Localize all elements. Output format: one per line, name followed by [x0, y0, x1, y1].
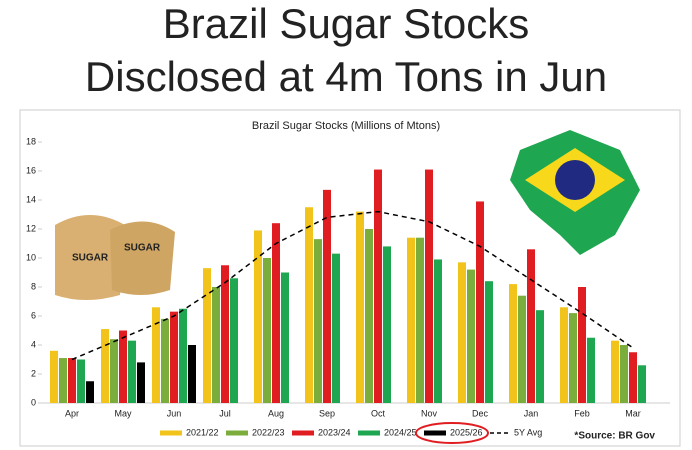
x-tick-label: Oct — [371, 408, 386, 418]
y-tick-label: 18 — [26, 136, 36, 146]
bar — [374, 169, 382, 403]
x-tick-label: Dec — [472, 408, 489, 418]
bar — [518, 295, 526, 403]
y-tick-label: 10 — [26, 252, 36, 262]
bar — [281, 272, 289, 403]
bar — [263, 258, 271, 403]
y-tick-label: 4 — [31, 339, 36, 349]
bar — [434, 259, 442, 403]
x-tick-label: Mar — [625, 408, 641, 418]
bar — [458, 262, 466, 403]
chart-title: Brazil Sugar Stocks (Millions of Mtons) — [252, 120, 440, 132]
bar — [620, 345, 628, 403]
x-tick-label: Apr — [65, 408, 79, 418]
bar — [323, 189, 331, 403]
bar — [314, 239, 322, 403]
bar — [68, 358, 76, 403]
headline: Disclosed at 4m Tons in Jun — [85, 53, 607, 100]
avg-line — [71, 210, 634, 361]
x-tick-label: Sep — [319, 408, 335, 418]
bar — [638, 365, 646, 403]
legend-label: 2025/26 — [450, 427, 483, 437]
y-tick-label: 0 — [31, 397, 36, 407]
bar — [305, 207, 313, 403]
legend-swatch — [292, 430, 314, 436]
bar — [416, 237, 424, 403]
legend-swatch — [424, 430, 446, 436]
bar — [212, 287, 220, 403]
y-tick-label: 8 — [31, 281, 36, 291]
legend-swatch — [226, 430, 248, 436]
bar — [560, 307, 568, 403]
bar — [50, 350, 58, 403]
bar — [101, 329, 109, 403]
bar — [86, 381, 94, 403]
bar — [254, 230, 262, 403]
bar — [59, 358, 67, 403]
bar — [476, 201, 484, 403]
bar — [170, 311, 178, 403]
bar — [161, 318, 169, 403]
bar — [509, 284, 517, 403]
legend-swatch — [358, 430, 380, 436]
svg-text:SUGAR: SUGAR — [124, 243, 161, 254]
legend-label: 2024/25 — [384, 427, 417, 437]
y-tick-label: 2 — [31, 368, 36, 378]
bar — [356, 211, 364, 403]
legend-swatch — [160, 430, 182, 436]
legend-label: 2023/24 — [318, 427, 351, 437]
bar — [365, 229, 373, 403]
bar — [383, 246, 391, 403]
bar — [110, 339, 118, 403]
x-tick-label: Jul — [219, 408, 231, 418]
bar — [152, 307, 160, 403]
legend-label: 2022/23 — [252, 427, 285, 437]
y-tick-label: 6 — [31, 310, 36, 320]
bar — [221, 265, 229, 403]
x-tick-label: Jan — [524, 408, 539, 418]
bar — [203, 268, 211, 403]
bar — [188, 345, 196, 403]
bar — [467, 269, 475, 403]
bar — [569, 313, 577, 403]
legend-label: 2021/22 — [186, 427, 219, 437]
brazil-flag — [510, 130, 640, 255]
legend-highlight — [415, 422, 489, 444]
bar — [485, 281, 493, 403]
bar — [578, 287, 586, 403]
bar — [230, 278, 238, 403]
bar — [272, 223, 280, 403]
headline: Brazil Sugar Stocks — [163, 0, 529, 47]
bar — [629, 352, 637, 403]
bar — [179, 308, 187, 403]
svg-text:SUGAR: SUGAR — [72, 253, 109, 264]
source: *Source: BR Gov — [574, 431, 655, 442]
y-tick-label: 16 — [26, 165, 36, 175]
bar — [407, 237, 415, 403]
y-tick-label: 14 — [26, 194, 36, 204]
legend-label: 5Y Avg — [514, 427, 542, 437]
bar — [527, 249, 535, 403]
x-tick-label: May — [114, 408, 132, 418]
bar — [587, 337, 595, 403]
bar — [77, 359, 85, 403]
x-tick-label: Jun — [167, 408, 182, 418]
bar — [611, 340, 619, 403]
bar — [137, 362, 145, 403]
y-tick-label: 12 — [26, 223, 36, 233]
bar — [119, 330, 127, 403]
sugar-bags: SUGAR SUGAR — [55, 215, 175, 300]
bar — [425, 169, 433, 403]
x-tick-label: Feb — [574, 408, 590, 418]
x-tick-label: Aug — [268, 408, 284, 418]
bar — [332, 253, 340, 403]
bar — [536, 310, 544, 403]
bar — [128, 340, 136, 403]
x-tick-label: Nov — [421, 408, 438, 418]
